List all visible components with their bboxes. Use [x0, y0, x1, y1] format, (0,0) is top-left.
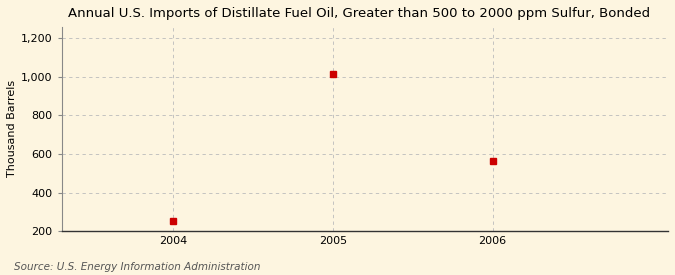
Y-axis label: Thousand Barrels: Thousand Barrels [7, 80, 17, 177]
Text: Source: U.S. Energy Information Administration: Source: U.S. Energy Information Administ… [14, 262, 260, 272]
Text: Annual U.S. Imports of Distillate Fuel Oil, Greater than 500 to 2000 ppm Sulfur,: Annual U.S. Imports of Distillate Fuel O… [68, 7, 650, 20]
